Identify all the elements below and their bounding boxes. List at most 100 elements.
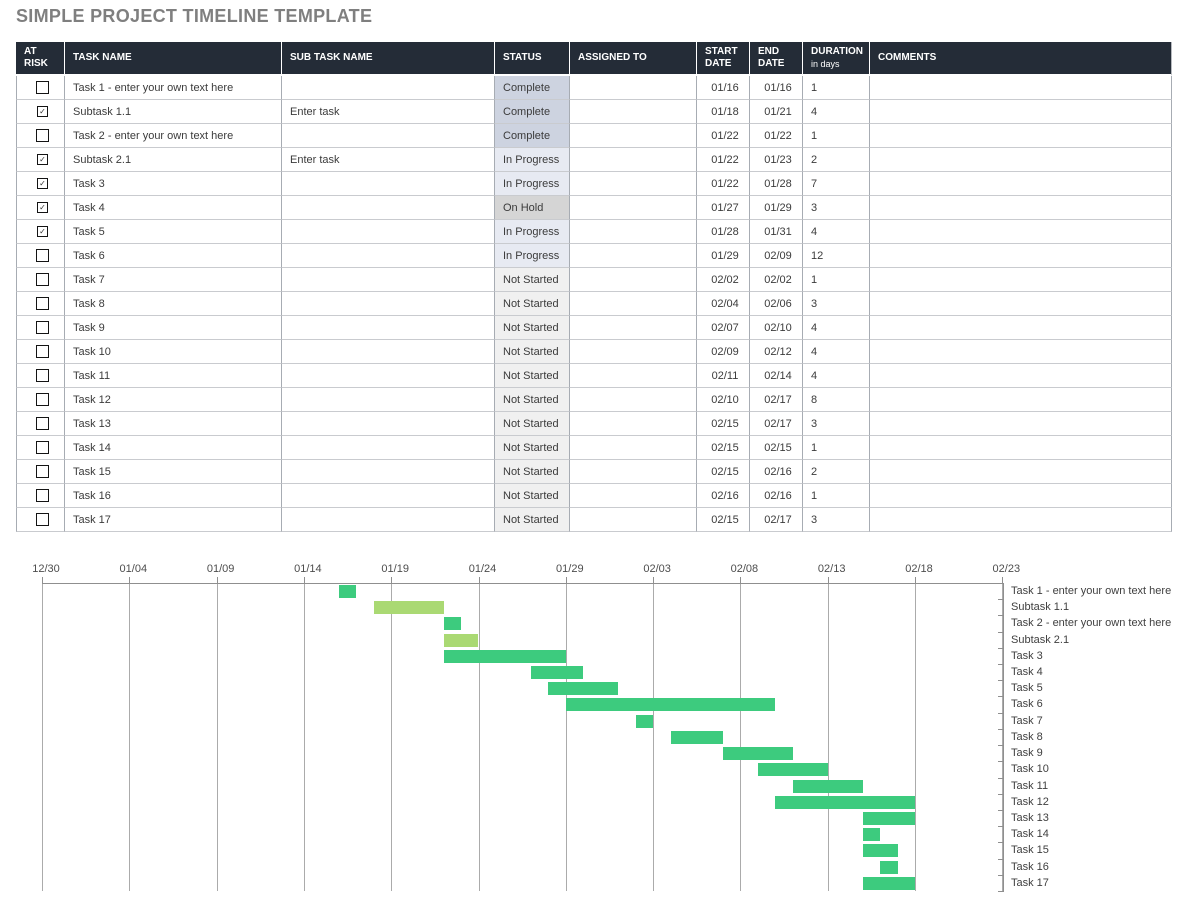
cell-duration[interactable]: 1 [803,436,870,460]
cell-status[interactable]: In Progress [495,220,570,244]
at-risk-checkbox-checked[interactable]: ✓ [37,178,48,189]
cell-status[interactable]: Complete [495,124,570,148]
cell-start-date[interactable]: 01/16 [697,76,750,100]
cell-end-date[interactable]: 01/22 [750,124,803,148]
cell-duration[interactable]: 1 [803,76,870,100]
cell-sub-task-name[interactable] [282,268,495,292]
cell-duration[interactable]: 2 [803,148,870,172]
cell-status[interactable]: Not Started [495,412,570,436]
cell-end-date[interactable]: 02/15 [750,436,803,460]
cell-duration[interactable]: 2 [803,460,870,484]
cell-comments[interactable] [870,196,1172,220]
cell-comments[interactable] [870,220,1172,244]
cell-comments[interactable] [870,364,1172,388]
cell-comments[interactable] [870,292,1172,316]
cell-start-date[interactable]: 01/18 [697,100,750,124]
cell-end-date[interactable]: 02/09 [750,244,803,268]
cell-task-name[interactable]: Task 5 [65,220,282,244]
cell-end-date[interactable]: 02/16 [750,460,803,484]
cell-end-date[interactable]: 01/28 [750,172,803,196]
cell-assigned-to[interactable] [570,412,697,436]
cell-task-name[interactable]: Task 2 - enter your own text here [65,124,282,148]
at-risk-checkbox[interactable] [36,441,49,454]
cell-assigned-to[interactable] [570,292,697,316]
cell-start-date[interactable]: 02/15 [697,412,750,436]
cell-status[interactable]: Not Started [495,508,570,532]
at-risk-checkbox[interactable] [36,249,49,262]
cell-assigned-to[interactable] [570,220,697,244]
cell-end-date[interactable]: 01/31 [750,220,803,244]
cell-status[interactable]: Not Started [495,316,570,340]
cell-assigned-to[interactable] [570,244,697,268]
at-risk-checkbox[interactable] [36,297,49,310]
cell-task-name[interactable]: Subtask 2.1 [65,148,282,172]
cell-sub-task-name[interactable] [282,484,495,508]
cell-assigned-to[interactable] [570,100,697,124]
cell-task-name[interactable]: Task 7 [65,268,282,292]
cell-comments[interactable] [870,172,1172,196]
cell-assigned-to[interactable] [570,76,697,100]
at-risk-checkbox-checked[interactable]: ✓ [37,154,48,165]
cell-start-date[interactable]: 01/22 [697,172,750,196]
cell-start-date[interactable]: 02/02 [697,268,750,292]
cell-duration[interactable]: 4 [803,316,870,340]
cell-sub-task-name[interactable] [282,412,495,436]
cell-sub-task-name[interactable] [282,76,495,100]
at-risk-checkbox[interactable] [36,417,49,430]
cell-duration[interactable]: 7 [803,172,870,196]
cell-duration[interactable]: 3 [803,196,870,220]
cell-duration[interactable]: 3 [803,292,870,316]
cell-end-date[interactable]: 01/16 [750,76,803,100]
cell-duration[interactable]: 8 [803,388,870,412]
cell-sub-task-name[interactable] [282,220,495,244]
cell-end-date[interactable]: 02/16 [750,484,803,508]
cell-end-date[interactable]: 02/10 [750,316,803,340]
cell-status[interactable]: On Hold [495,196,570,220]
cell-status[interactable]: Not Started [495,484,570,508]
cell-start-date[interactable]: 01/27 [697,196,750,220]
cell-task-name[interactable]: Task 9 [65,316,282,340]
cell-start-date[interactable]: 02/15 [697,460,750,484]
cell-duration[interactable]: 12 [803,244,870,268]
cell-sub-task-name[interactable] [282,172,495,196]
cell-status[interactable]: Complete [495,76,570,100]
cell-duration[interactable]: 4 [803,340,870,364]
cell-task-name[interactable]: Task 11 [65,364,282,388]
cell-end-date[interactable]: 01/29 [750,196,803,220]
at-risk-checkbox[interactable] [36,321,49,334]
at-risk-checkbox[interactable] [36,369,49,382]
cell-sub-task-name[interactable] [282,196,495,220]
cell-comments[interactable] [870,148,1172,172]
cell-status[interactable]: Not Started [495,340,570,364]
cell-task-name[interactable]: Task 14 [65,436,282,460]
cell-duration[interactable]: 1 [803,268,870,292]
cell-end-date[interactable]: 02/14 [750,364,803,388]
at-risk-checkbox[interactable] [36,393,49,406]
cell-task-name[interactable]: Task 15 [65,460,282,484]
cell-duration[interactable]: 1 [803,124,870,148]
at-risk-checkbox[interactable] [36,273,49,286]
cell-sub-task-name[interactable] [282,124,495,148]
cell-start-date[interactable]: 02/07 [697,316,750,340]
at-risk-checkbox[interactable] [36,129,49,142]
cell-comments[interactable] [870,484,1172,508]
cell-comments[interactable] [870,244,1172,268]
cell-comments[interactable] [870,268,1172,292]
cell-comments[interactable] [870,388,1172,412]
cell-status[interactable]: Not Started [495,268,570,292]
cell-assigned-to[interactable] [570,148,697,172]
cell-task-name[interactable]: Task 3 [65,172,282,196]
cell-comments[interactable] [870,436,1172,460]
cell-duration[interactable]: 1 [803,484,870,508]
cell-task-name[interactable]: Task 12 [65,388,282,412]
at-risk-checkbox-checked[interactable]: ✓ [37,106,48,117]
cell-task-name[interactable]: Task 17 [65,508,282,532]
at-risk-checkbox[interactable] [36,513,49,526]
cell-status[interactable]: Not Started [495,388,570,412]
cell-comments[interactable] [870,316,1172,340]
cell-status[interactable]: In Progress [495,172,570,196]
cell-end-date[interactable]: 01/21 [750,100,803,124]
cell-sub-task-name[interactable] [282,292,495,316]
cell-task-name[interactable]: Task 8 [65,292,282,316]
cell-end-date[interactable]: 02/17 [750,508,803,532]
